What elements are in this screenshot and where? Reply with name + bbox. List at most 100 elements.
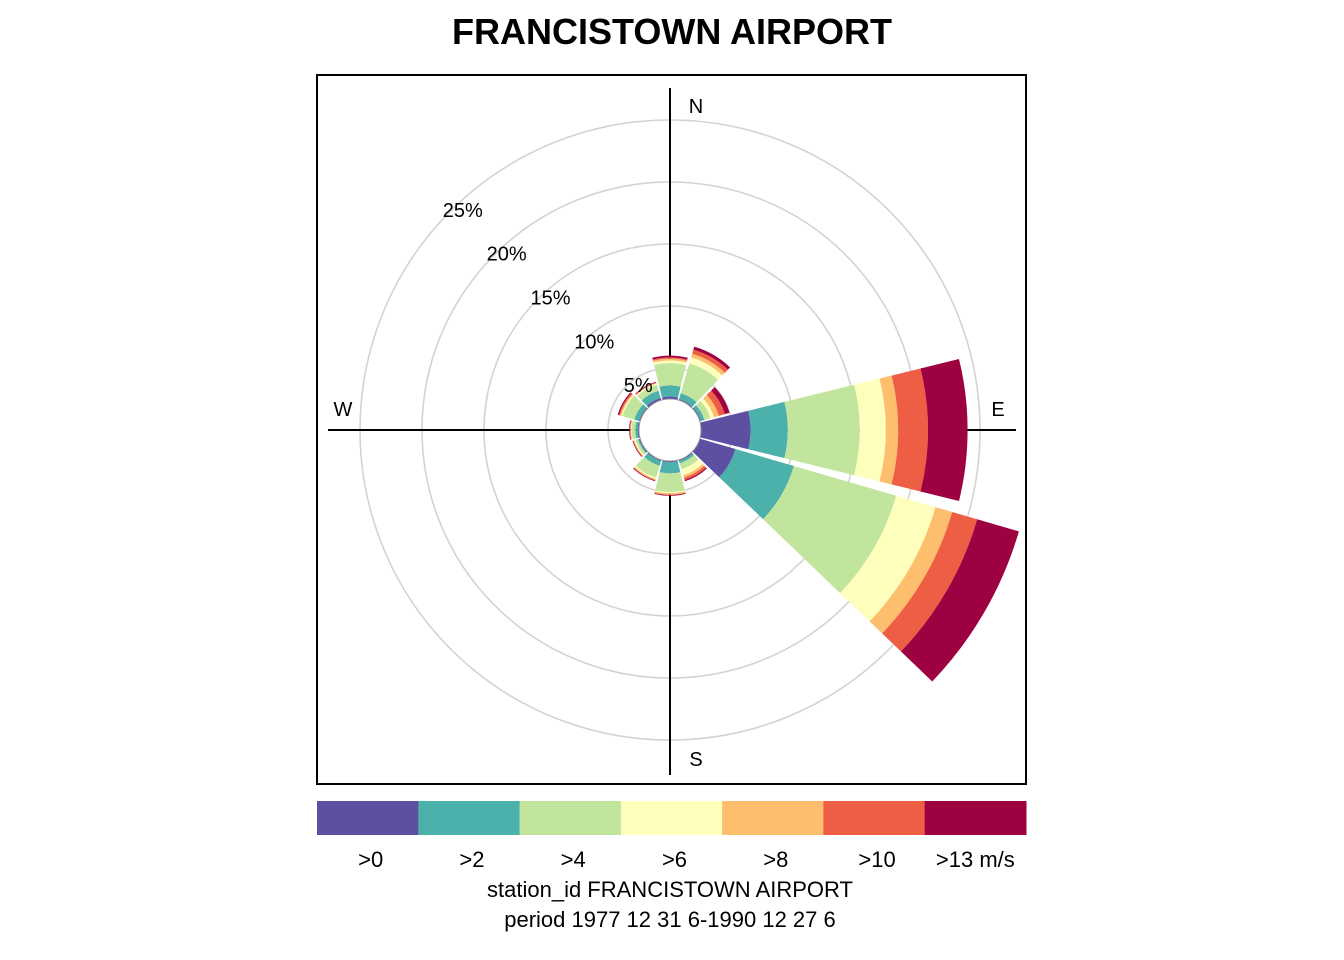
sector-240-bin-4 — [633, 440, 644, 457]
cardinal-e: E — [991, 399, 1004, 421]
sector-270-bin-2 — [631, 420, 637, 440]
panel-border — [316, 74, 1027, 785]
sector-180-bin-4 — [654, 491, 686, 495]
sector-330-bin-1 — [641, 390, 661, 406]
sector-240-bin-3 — [634, 440, 645, 456]
sector-210-bin-2 — [635, 456, 660, 478]
plot-panel: 5% 10%15%20%25% N E S W — [316, 74, 1027, 785]
chart-title: FRANCISTOWN AIRPORT — [452, 11, 892, 52]
legend-swatch-5 — [823, 801, 926, 835]
legend-label-4: >8 — [763, 847, 788, 872]
sector-60-bin-3 — [700, 398, 715, 419]
sector-90 — [700, 359, 968, 501]
sector-300-bin-6 — [617, 392, 632, 416]
cardinal-s: S — [689, 749, 702, 771]
legend-label-0: >0 — [358, 847, 383, 872]
sector-120-bin-4 — [869, 507, 953, 634]
sector-60-bin-4 — [703, 394, 719, 418]
sector-240-bin-5 — [633, 440, 643, 457]
sector-30-bin-1 — [678, 393, 697, 407]
legend-swatch-2 — [519, 801, 622, 835]
ring-labels: 5% 10%15%20%25% — [443, 200, 653, 397]
sector-270-bin-4 — [630, 420, 633, 440]
speed-legend: >0 >2 >4 >6 >8 >10 >13 m/s — [317, 801, 1027, 872]
sector-300-bin-3 — [621, 394, 635, 417]
sector-330-bin-2 — [637, 384, 659, 401]
ring-label-25: 25% — [443, 200, 483, 222]
sector-300-bin-4 — [619, 393, 634, 416]
sector-90-bin-0 — [700, 410, 751, 450]
sector-330-bin-6 — [635, 381, 657, 395]
sector-30-bin-4 — [691, 353, 725, 376]
legend-label-1: >2 — [459, 847, 484, 872]
sector-120-bin-1 — [719, 449, 794, 520]
sector-90-bin-3 — [854, 378, 886, 482]
ring-label-10: 10% — [574, 331, 614, 353]
sector-300-bin-2 — [622, 395, 644, 420]
wind-sectors — [617, 346, 1019, 682]
sector-30-bin-6 — [693, 346, 731, 370]
sector-270-bin-5 — [629, 420, 632, 440]
sector-90-bin-5 — [891, 368, 928, 492]
sector-150-bin-3 — [681, 459, 703, 476]
sector-60-bin-6 — [711, 387, 730, 415]
sector-30-bin-3 — [689, 357, 723, 380]
sector-270-bin-3 — [630, 420, 633, 440]
sector-60-bin-5 — [706, 390, 725, 416]
sector-0-bin-2 — [654, 363, 686, 387]
ring-label-15: 15% — [530, 287, 570, 309]
sector-60-bin-1 — [693, 405, 705, 422]
caption-period: period 1977 12 31 6-1990 12 27 6 — [504, 907, 836, 932]
sector-120-bin-2 — [763, 465, 897, 594]
sector-180-bin-1 — [659, 461, 681, 474]
legend-swatch-6 — [924, 801, 1027, 835]
sector-240-bin-2 — [635, 439, 646, 455]
legend-swatch-4 — [722, 801, 824, 835]
caption: station_id FRANCISTOWN AIRPORT period 19… — [487, 877, 853, 932]
legend-swatch-1 — [418, 801, 521, 835]
sector-270 — [629, 420, 640, 440]
sector-330-bin-4 — [636, 382, 657, 396]
sector-180-bin-6 — [654, 493, 686, 496]
sector-120-bin-3 — [840, 495, 936, 622]
sector-330-bin-0 — [646, 397, 662, 408]
sector-270-bin-6 — [629, 420, 631, 440]
legend-label-5: >10 — [858, 847, 895, 872]
sector-0-bin-3 — [653, 360, 687, 365]
sector-0-bin-6 — [652, 355, 688, 360]
sector-90-bin-2 — [784, 384, 860, 476]
ring-label-20: 20% — [487, 244, 527, 266]
cardinal-labels: N E S W — [334, 96, 1005, 771]
sector-120-bin-5 — [882, 511, 978, 652]
legend-label-3: >6 — [662, 847, 687, 872]
legend-label-2: >4 — [561, 847, 586, 872]
sector-30 — [678, 346, 731, 408]
sector-240-bin-6 — [632, 440, 643, 458]
sector-150-bin-6 — [684, 467, 707, 482]
sector-0-bin-5 — [652, 357, 688, 361]
sector-150-bin-2 — [679, 455, 699, 470]
sector-30-bin-2 — [680, 363, 719, 403]
sector-180-bin-5 — [654, 492, 686, 496]
sector-90-bin-1 — [748, 401, 788, 459]
sector-300-bin-5 — [618, 393, 633, 416]
legend-label-6: >13 m/s — [936, 847, 1015, 872]
sector-210-bin-1 — [644, 453, 662, 466]
cardinal-n: N — [689, 96, 703, 118]
sector-150-bin-4 — [683, 464, 705, 478]
sector-180-bin-2 — [655, 472, 685, 492]
sector-120 — [692, 438, 1019, 682]
ring-label-5: 5% — [624, 375, 653, 397]
sector-180 — [654, 460, 686, 496]
sector-30-bin-5 — [692, 349, 728, 373]
sector-180-bin-3 — [654, 490, 686, 494]
sector-60-bin-2 — [695, 400, 711, 420]
sector-300 — [617, 392, 648, 422]
sector-120-bin-0 — [692, 438, 736, 478]
legend-swatch-0 — [317, 801, 419, 835]
sector-150 — [678, 452, 707, 482]
caption-station: station_id FRANCISTOWN AIRPORT — [487, 877, 853, 902]
legend-swatch-3 — [620, 801, 723, 835]
sector-330-bin-5 — [635, 382, 657, 395]
